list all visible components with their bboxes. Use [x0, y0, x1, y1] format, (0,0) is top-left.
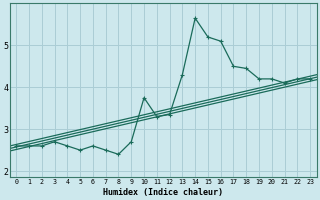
X-axis label: Humidex (Indice chaleur): Humidex (Indice chaleur) [103, 188, 223, 197]
